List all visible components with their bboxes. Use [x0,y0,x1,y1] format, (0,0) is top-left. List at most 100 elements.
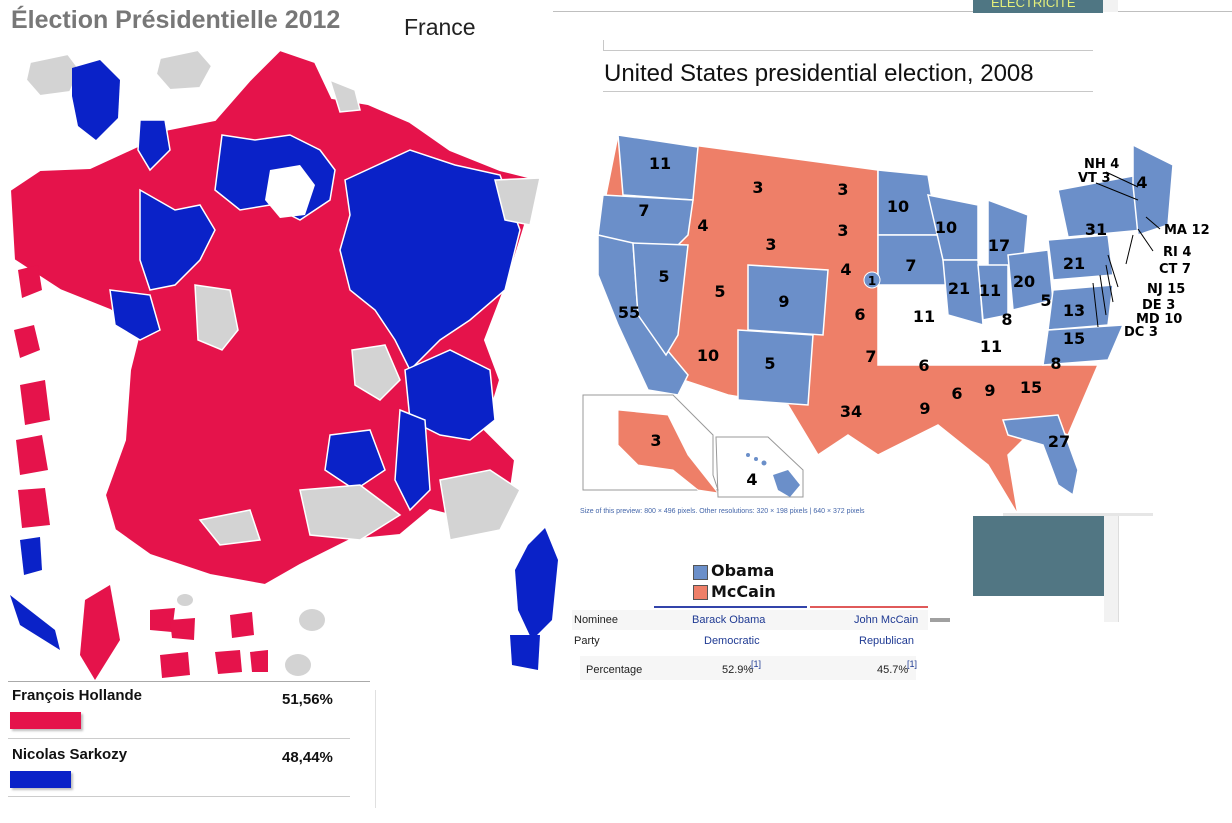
overseas-red [250,650,268,672]
state-ne2-district [863,271,881,289]
image-size-caption[interactable]: Size of this preview: 800 × 496 pixels. … [580,508,865,515]
ev-label-nv: 5 [658,267,669,286]
results-top-divider [8,681,370,682]
ev-label-fl: 27 [1048,432,1070,451]
island-blue [72,60,120,140]
ev-label-ne: 4 [840,260,851,279]
mccain-column-rule [810,606,928,608]
ev-label-ar: 6 [918,356,929,375]
ev-label-mn: 10 [887,197,909,216]
blue-region-east2 [137,119,171,172]
corsica [515,528,558,640]
callout-md: MD 10 [1136,312,1182,327]
table-row-percentage [580,656,916,680]
overseas-red [150,608,175,632]
teal-block [973,516,1105,596]
overseas-red [80,585,120,680]
row-label-party: Party [574,635,600,647]
overseas-red [215,650,242,674]
party-democratic-link[interactable]: Democratic [704,635,760,647]
ev-label-me: 4 [1136,173,1147,192]
table-row-nominee [572,610,928,630]
ev-label-or: 7 [638,201,649,220]
hawaii-frame [715,436,804,498]
state-in [977,264,1009,321]
callout-nh: NH 4 [1084,157,1119,172]
overseas-red [16,435,48,475]
ev-label-la: 9 [919,399,930,418]
grey-region-north [328,78,361,113]
us-map-title: United States presidential election, 200… [604,60,1034,87]
island-grey [24,52,82,98]
ev-label-ny: 31 [1085,220,1107,239]
callout-ct: CT 7 [1159,262,1191,277]
ev-label-il: 21 [948,279,970,298]
state-hi [773,470,800,497]
callout-dc: DC 3 [1124,325,1158,340]
obama-column-rule [654,606,807,608]
ev-label-ca: 55 [618,303,640,322]
callout-lines [1092,171,1161,328]
overseas-grey [299,609,325,631]
ev-label-ne2: 1 [868,274,876,288]
state-nv [632,242,689,357]
percentage-obama: 52.9% [722,664,754,676]
nominee-obama-link[interactable]: Barack Obama [692,614,766,626]
ev-label-oh: 20 [1013,272,1035,291]
party-republican-link[interactable]: Republican [859,635,915,647]
candidate-name-hollande: François Hollande [12,687,143,704]
callout-nj: NJ 15 [1147,282,1185,297]
callout-ma: MA 12 [1164,223,1210,238]
state-co [747,264,829,336]
grey-region-pyrenees [198,509,262,546]
overseas-red [18,265,42,298]
callout-labels: NH 4 VT 3 MA 12 RI 4 CT 7 NJ 15 DE 3 MD … [1078,157,1210,340]
ev-label-va: 13 [1063,301,1085,320]
state-nm [737,329,814,406]
nominee-mccain-link[interactable]: John McCain [854,614,919,626]
percentage-mccain: 45.7% [877,664,909,676]
ev-labels: 11 7 55 5 4 3 3 3 3 4 1 5 9 10 5 6 7 34 … [618,154,1148,489]
ev-label-mi: 17 [988,236,1010,255]
ev-label-wa: 11 [649,154,671,173]
row-label-nominee: Nominee [574,614,619,626]
electricite-banner: ÉLECTRICITÉ [973,0,1103,13]
box-edge [603,40,604,51]
ev-label-ms: 6 [951,384,962,403]
electricite-text: ÉLECTRICITÉ [991,0,1076,10]
blue-region-northeast [339,149,521,372]
ref-mccain-link[interactable]: [1] [907,659,918,669]
grey-region-southeast [439,469,521,541]
ev-label-id: 4 [697,216,708,235]
state-hi-island [761,460,767,466]
title-underline [603,91,1093,92]
state-ak [617,409,720,494]
ev-label-pa: 21 [1063,254,1085,273]
paris-white [265,165,315,218]
state-fl [1001,414,1079,497]
overseas-grey [285,654,311,676]
legend-label-mccain: McCain [711,582,776,601]
corsica-south [510,635,540,670]
ev-label-wy: 3 [765,235,776,254]
ev-label-nc: 15 [1063,329,1085,348]
row-label-percentage: Percentage [586,664,643,676]
ref-obama-link[interactable]: [1] [751,659,762,669]
ev-label-wv: 5 [1040,291,1051,310]
ev-label-co: 9 [778,292,789,311]
callout-vt: VT 3 [1078,171,1111,186]
overseas-blue [20,537,42,575]
overseas-blue [10,595,60,650]
ev-label-ky: 8 [1001,310,1012,329]
us-election-map: 11 7 55 5 4 3 3 3 3 4 1 5 9 10 5 6 7 34 … [582,134,1210,516]
ev-label-sc: 8 [1050,354,1061,373]
candidate-percent-hollande: 51,56% [282,691,333,708]
legend-swatch-mccain [693,585,708,600]
ev-label-ok: 7 [865,347,876,366]
state-hi-island [754,457,758,461]
ev-label-az: 10 [697,346,719,365]
vote-bar-sarkozy [10,771,71,788]
ev-label-tn: 11 [980,337,1002,356]
ev-label-nm: 5 [764,354,775,373]
ev-label-ut: 5 [714,282,725,301]
